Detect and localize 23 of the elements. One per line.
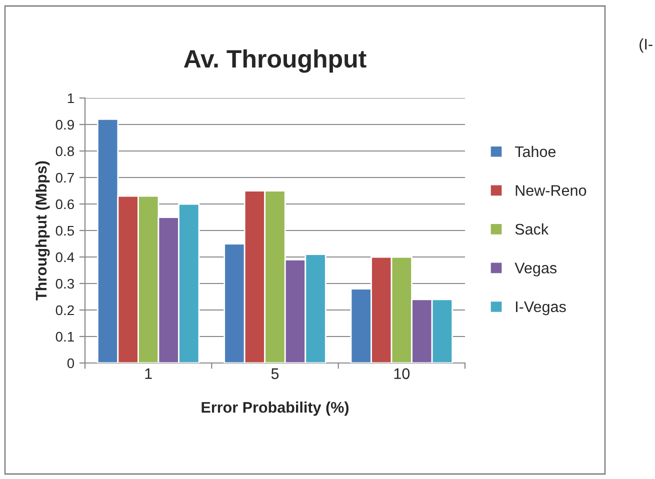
y-tick-label: 0.4 <box>56 252 74 262</box>
y-axis-title: Throughput (Mbps) <box>35 161 50 300</box>
legend-label: Tahoe <box>514 146 556 158</box>
y-tick-label: 0.3 <box>56 278 74 289</box>
legend-label: Vegas <box>514 262 557 276</box>
x-axis-title: Error Probability (%) <box>202 402 349 416</box>
legend-label: I-Vegas <box>516 302 566 316</box>
y-tick-label: 0 <box>67 358 74 368</box>
legend-label: Sack <box>515 223 549 235</box>
chart-title: Av. Throughput <box>184 49 366 73</box>
y-tick-label: 0.1 <box>56 332 74 342</box>
text: (I- <box>640 38 652 53</box>
x-tick-label: 10 <box>394 368 410 380</box>
y-tick-label: 0.9 <box>56 120 74 130</box>
x-tick-label: 5 <box>271 368 279 380</box>
y-tick-label: 0.2 <box>56 305 74 316</box>
y-tick-label: 1 <box>68 93 74 104</box>
y-tick-label: 0.6 <box>56 199 74 210</box>
y-tick-label: 0.5 <box>56 226 74 236</box>
y-tick-label: 0.8 <box>56 146 74 156</box>
legend-label: New-Reno <box>516 185 586 196</box>
y-tick-label: 0.7 <box>56 172 74 183</box>
x-tick-label: 1 <box>145 368 152 379</box>
